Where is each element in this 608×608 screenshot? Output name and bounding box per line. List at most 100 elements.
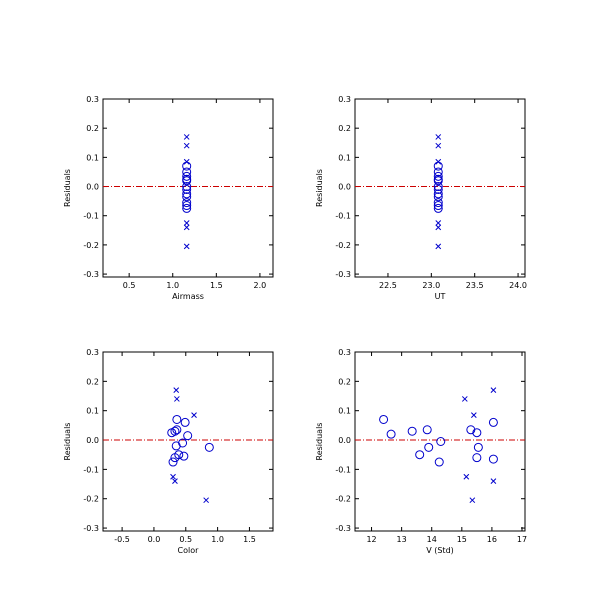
circle-data-point: [379, 414, 389, 424]
cross-data-point: [490, 387, 497, 394]
y-tick-label: 0.2: [338, 124, 351, 133]
x-tick-label: 1.0: [166, 281, 179, 290]
circle-data-point: [172, 414, 182, 424]
circle-data-point: [170, 426, 180, 436]
y-tick-label: 0.3: [86, 95, 99, 104]
y-tick-label: -0.3: [83, 270, 99, 279]
y-tick-label: -0.2: [335, 241, 351, 250]
y-tick-label: 0.3: [338, 348, 351, 357]
circle-data-point: [170, 453, 180, 463]
y-tick-label: 0.3: [86, 348, 99, 357]
y-tick-label: 0.1: [338, 153, 351, 162]
y-axis-label: Residuals: [315, 423, 324, 461]
cross-data-point: [183, 134, 190, 140]
plot-frame: [354, 351, 526, 532]
x-axis-label: Color: [178, 546, 200, 555]
circle-data-point: [433, 184, 443, 194]
y-tick-label: -0.2: [83, 241, 99, 250]
x-tick-label: 15: [457, 535, 467, 544]
circle-data-point: [182, 201, 192, 211]
circle-data-point: [433, 203, 443, 213]
circle-data-point: [182, 198, 192, 208]
y-tick-label: 0.0: [86, 183, 99, 192]
circle-data-point: [433, 189, 443, 199]
cross-data-point: [203, 497, 209, 504]
y-tick-label: 0.3: [338, 95, 351, 104]
circle-data-point: [433, 167, 443, 177]
y-tick-label: -0.3: [335, 524, 351, 533]
circle-data-point: [182, 203, 192, 213]
x-tick-label: 0.5: [123, 281, 136, 290]
circle-data-point: [171, 441, 181, 451]
cross-data-point: [461, 396, 468, 402]
circle-data-point: [182, 174, 192, 184]
y-tick-label: -0.2: [335, 495, 351, 504]
cross-data-point: [435, 134, 442, 140]
x-tick-label: 12: [366, 535, 376, 544]
circle-data-point: [436, 437, 446, 446]
plot-frame: [102, 351, 274, 532]
y-tick-label: 0.2: [86, 124, 99, 133]
circle-data-point: [433, 174, 443, 184]
y-axis-label: Residuals: [63, 423, 72, 461]
circle-data-point: [386, 429, 396, 439]
cross-data-point: [172, 478, 178, 484]
circle-data-point: [466, 425, 476, 435]
x-axis-label: UT: [435, 292, 446, 301]
circle-data-point: [407, 426, 417, 436]
circle-data-point: [179, 451, 189, 461]
cross-data-point: [183, 158, 190, 165]
cross-data-point: [463, 473, 470, 480]
cross-data-point: [191, 412, 197, 418]
cross-data-point: [170, 473, 176, 480]
y-axis-label: Residuals: [315, 169, 324, 207]
y-tick-label: 0.1: [338, 407, 351, 416]
x-tick-label: 1.5: [243, 535, 256, 544]
circle-data-point: [433, 201, 443, 211]
cross-data-point: [183, 142, 190, 149]
x-tick-label: 24.0: [509, 281, 527, 290]
cross-data-point: [435, 142, 442, 149]
x-tick-label: 14: [427, 535, 437, 544]
x-tick-label: 1.0: [211, 535, 224, 544]
circle-data-point: [434, 457, 444, 467]
circle-data-point: [415, 450, 425, 460]
circle-data-point: [204, 442, 214, 452]
y-tick-label: 0.1: [86, 153, 99, 162]
circle-data-point: [433, 198, 443, 208]
cross-data-point: [469, 497, 476, 504]
y-tick-label: -0.1: [335, 465, 351, 474]
circle-data-point: [172, 425, 182, 435]
circle-data-point: [180, 417, 190, 427]
y-tick-label: 0.0: [86, 436, 99, 445]
circle-data-point: [168, 457, 178, 467]
circle-data-point: [473, 442, 483, 452]
residual-plot-4: -0.3 -0.2 -0.1 0.0 0.1 0.2 0.3 12 13 14 15 16 17 V (S…: [315, 348, 527, 555]
x-axis-label: Airmass: [172, 292, 204, 301]
cross-data-point: [183, 243, 190, 250]
y-tick-label: -0.2: [83, 495, 99, 504]
y-tick-label: -0.1: [83, 212, 99, 221]
circle-data-point: [182, 182, 192, 192]
y-tick-label: -0.1: [335, 212, 351, 221]
circle-data-point: [422, 425, 432, 435]
cross-data-point: [183, 224, 190, 231]
x-tick-label: 0.0: [148, 535, 161, 544]
cross-data-point: [174, 396, 180, 402]
x-tick-label: -0.5: [114, 535, 130, 544]
x-tick-label: 0.5: [179, 535, 192, 544]
cross-data-point: [173, 387, 180, 394]
residual-plot-3: -0.3 -0.2 -0.1 0.0 0.1 0.2 0.3 -0.5 0.0 0.5 1.0 1.5…: [63, 348, 274, 555]
circle-data-point: [182, 189, 192, 199]
cross-data-point: [435, 224, 442, 231]
circle-data-point: [433, 192, 443, 202]
y-tick-label: -0.1: [83, 465, 99, 474]
residual-plot-1: -0.3 -0.2 -0.1 0.0 0.1 0.2 0.3 0.5 1.0 1.5 2.0 Airm…: [63, 95, 274, 301]
circle-data-point: [433, 182, 443, 192]
y-tick-label: -0.3: [83, 524, 99, 533]
x-tick-label: 16: [487, 535, 497, 544]
x-tick-label: 22.5: [379, 281, 397, 290]
circle-data-point: [182, 192, 192, 202]
x-tick-label: 23.5: [466, 281, 484, 290]
